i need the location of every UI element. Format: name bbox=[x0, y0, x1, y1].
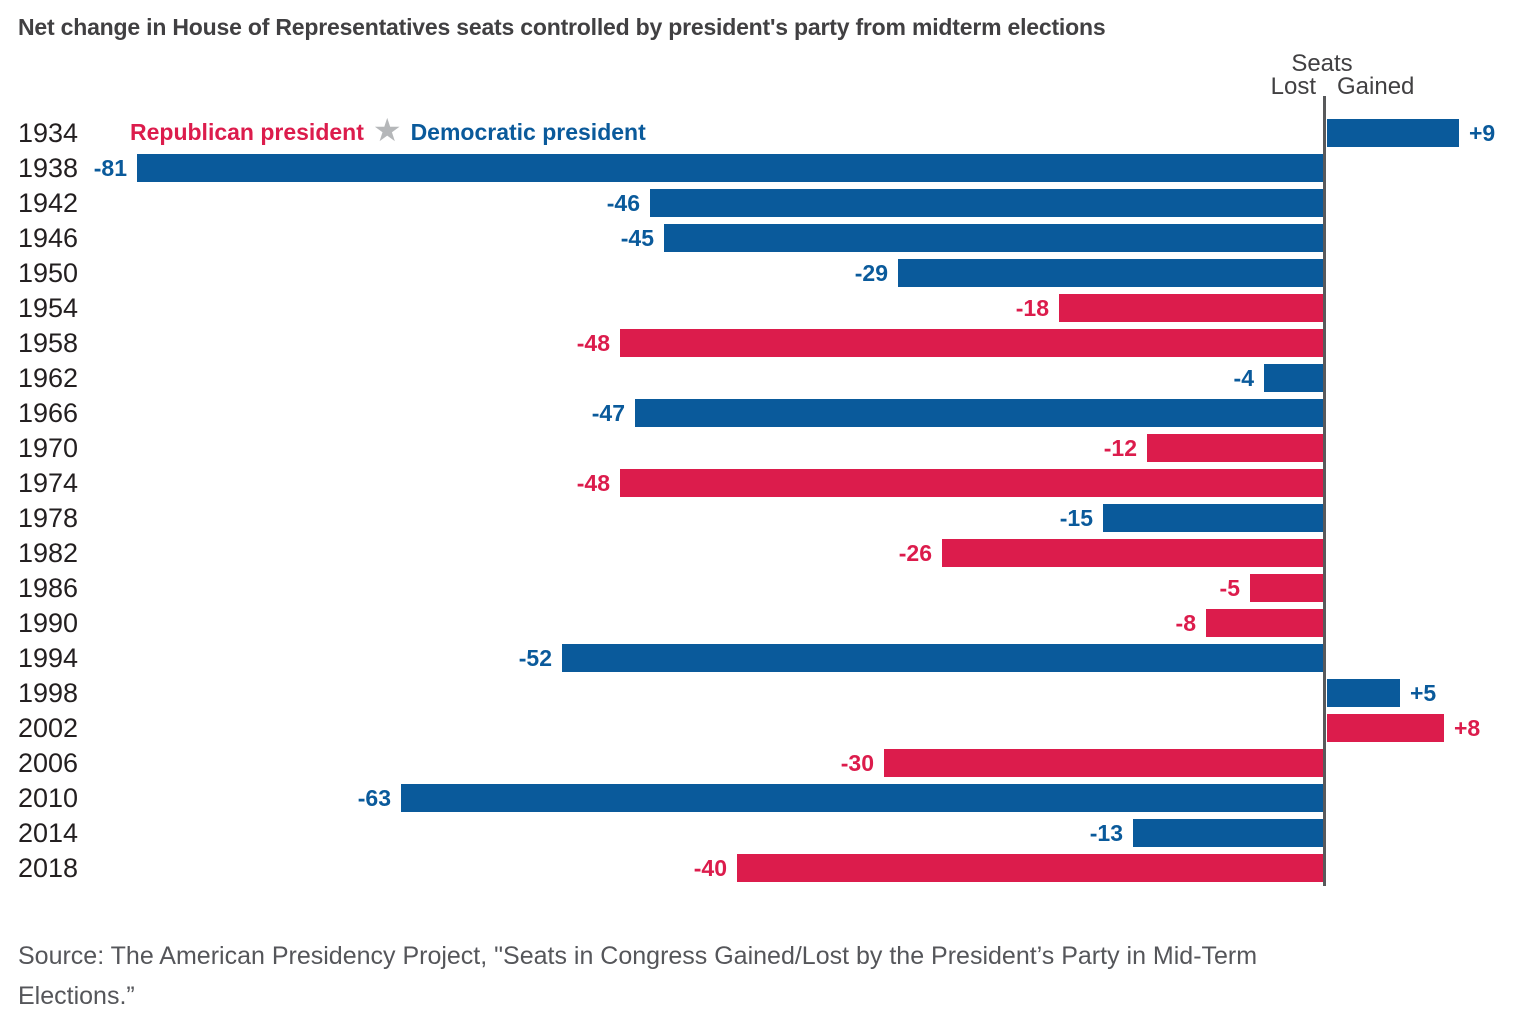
value-label-1942: -46 bbox=[606, 189, 640, 216]
value-label-1946: -45 bbox=[620, 224, 654, 251]
bar-1970 bbox=[1147, 434, 1323, 462]
bar-1998 bbox=[1327, 679, 1400, 707]
value-label-1998: +5 bbox=[1410, 679, 1437, 706]
value-label-1934: +9 bbox=[1469, 119, 1496, 146]
year-label-1962: 1962 bbox=[18, 362, 79, 393]
year-label-1966: 1966 bbox=[18, 397, 79, 428]
year-label-1942: 1942 bbox=[18, 187, 79, 218]
year-label-1974: 1974 bbox=[18, 467, 79, 498]
bar-1990 bbox=[1206, 609, 1323, 637]
legend-democratic-label: Democratic president bbox=[410, 118, 646, 145]
year-label-1950: 1950 bbox=[18, 257, 79, 288]
value-label-1978: -15 bbox=[1059, 504, 1093, 531]
year-label-2010: 2010 bbox=[18, 782, 79, 813]
value-label-1962: -4 bbox=[1233, 364, 1254, 391]
value-label-1966: -47 bbox=[591, 399, 625, 426]
baseline-axis bbox=[1323, 96, 1326, 886]
chart-title: Net change in House of Representatives s… bbox=[18, 14, 1106, 40]
value-label-1958: -48 bbox=[576, 329, 610, 356]
year-label-2014: 2014 bbox=[18, 817, 79, 848]
year-label-1970: 1970 bbox=[18, 432, 79, 463]
legend: Republican president ★ Democratic presid… bbox=[130, 112, 646, 149]
value-label-2006: -30 bbox=[840, 749, 874, 776]
bar-1982 bbox=[942, 539, 1323, 567]
year-label-1998: 1998 bbox=[18, 677, 79, 708]
bar-1954 bbox=[1059, 294, 1323, 322]
value-label-1970: -12 bbox=[1103, 434, 1137, 461]
bar-1994 bbox=[562, 644, 1323, 672]
year-label-2018: 2018 bbox=[18, 852, 79, 883]
value-label-1994: -52 bbox=[518, 644, 552, 671]
bar-1946 bbox=[664, 224, 1323, 252]
value-label-1974: -48 bbox=[576, 469, 610, 496]
value-label-1986: -5 bbox=[1219, 574, 1240, 601]
value-label-1982: -26 bbox=[898, 539, 932, 566]
source-note: Source: The American Presidency Project,… bbox=[18, 936, 1257, 1016]
midterm-seats-chart: Seats Lost Gained Republican president ★… bbox=[18, 50, 1496, 886]
value-label-1938: -81 bbox=[93, 154, 127, 181]
value-label-2014: -13 bbox=[1089, 819, 1123, 846]
axis-lost-label: Lost bbox=[1270, 73, 1316, 100]
source-line-1: Source: The American Presidency Project,… bbox=[18, 942, 1258, 970]
value-label-2002: +8 bbox=[1454, 714, 1481, 741]
bar-1986 bbox=[1250, 574, 1323, 602]
axis-gained-label: Gained bbox=[1337, 73, 1415, 100]
year-label-2002: 2002 bbox=[18, 712, 79, 743]
year-label-1938: 1938 bbox=[18, 152, 79, 183]
year-label-1982: 1982 bbox=[18, 537, 79, 568]
bar-1962 bbox=[1264, 364, 1323, 392]
bar-2006 bbox=[884, 749, 1323, 777]
bar-2014 bbox=[1133, 819, 1323, 847]
year-label-1990: 1990 bbox=[18, 607, 79, 638]
bar-1966 bbox=[635, 399, 1323, 427]
year-label-2006: 2006 bbox=[18, 747, 79, 778]
year-label-1978: 1978 bbox=[18, 502, 79, 533]
bar-1938 bbox=[137, 154, 1323, 182]
bar-2018 bbox=[737, 854, 1323, 882]
year-label-1946: 1946 bbox=[18, 222, 79, 253]
year-label-1934: 1934 bbox=[18, 117, 79, 148]
bar-2010 bbox=[401, 784, 1323, 812]
star-icon: ★ bbox=[372, 112, 402, 148]
source-line-2: Elections.” bbox=[18, 982, 135, 1010]
year-label-1994: 1994 bbox=[18, 642, 79, 673]
year-label-1954: 1954 bbox=[18, 292, 79, 323]
year-label-1986: 1986 bbox=[18, 572, 79, 603]
bar-1942 bbox=[650, 189, 1323, 217]
bar-1958 bbox=[620, 329, 1323, 357]
legend-republican-label: Republican president bbox=[130, 118, 364, 145]
value-label-2018: -40 bbox=[693, 854, 727, 881]
bar-1974 bbox=[620, 469, 1323, 497]
bar-2002 bbox=[1327, 714, 1444, 742]
bar-1978 bbox=[1103, 504, 1323, 532]
year-label-1958: 1958 bbox=[18, 327, 79, 358]
bar-1950 bbox=[898, 259, 1323, 287]
value-label-1950: -29 bbox=[854, 259, 888, 286]
value-label-1954: -18 bbox=[1015, 294, 1049, 321]
value-label-2010: -63 bbox=[357, 784, 391, 811]
value-label-1990: -8 bbox=[1175, 609, 1196, 636]
axis-seats-label: Seats bbox=[1291, 50, 1353, 77]
bar-1934 bbox=[1327, 119, 1459, 147]
